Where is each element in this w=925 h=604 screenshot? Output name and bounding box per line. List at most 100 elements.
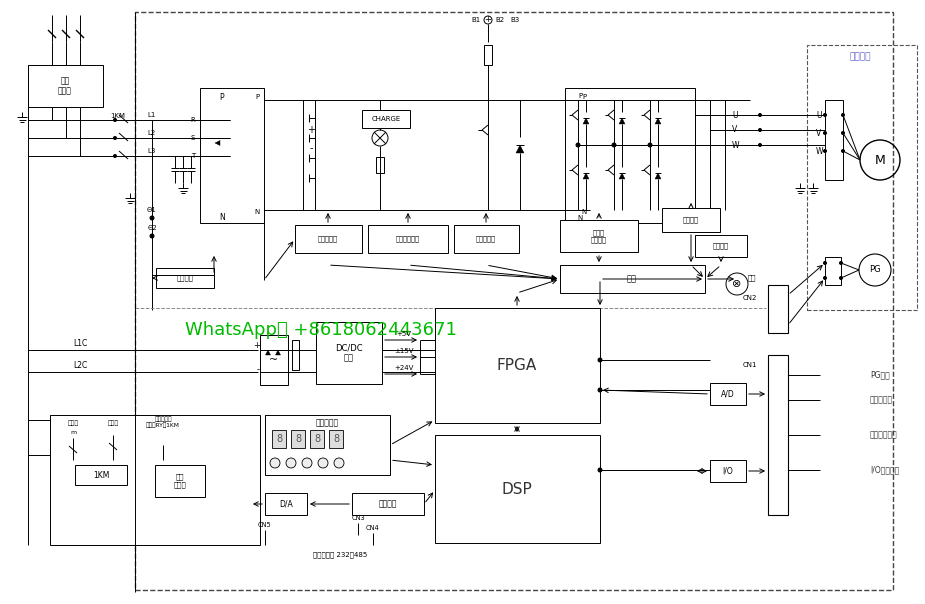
Text: 模拟量输入: 模拟量输入 <box>870 396 894 405</box>
Circle shape <box>484 16 492 24</box>
Text: I/O输入输出: I/O输入输出 <box>870 466 899 475</box>
Text: 温度检测: 温度检测 <box>683 217 699 223</box>
Bar <box>368 225 448 253</box>
Bar <box>565 88 695 223</box>
Polygon shape <box>619 118 625 124</box>
Text: N: N <box>577 215 583 221</box>
Text: U: U <box>733 111 738 120</box>
Bar <box>260 335 288 385</box>
Text: +: + <box>485 16 491 25</box>
Text: N: N <box>582 209 586 215</box>
Text: +: + <box>307 125 315 135</box>
Text: CN3: CN3 <box>352 515 364 521</box>
Text: P: P <box>582 94 586 100</box>
Text: -: - <box>257 365 260 374</box>
Bar <box>316 322 382 384</box>
Text: 风扇: 风扇 <box>747 275 757 281</box>
Bar <box>135 12 893 590</box>
Text: V: V <box>733 126 737 135</box>
Text: N: N <box>219 213 225 222</box>
Bar <box>560 220 638 252</box>
Circle shape <box>150 216 154 220</box>
Circle shape <box>840 262 843 265</box>
Text: CHARGE: CHARGE <box>371 116 401 122</box>
Text: 伺服电机: 伺服电机 <box>849 53 870 62</box>
Text: B3: B3 <box>511 17 520 23</box>
Polygon shape <box>583 118 589 124</box>
Bar <box>272 430 286 448</box>
Circle shape <box>823 150 827 152</box>
Polygon shape <box>265 350 270 355</box>
Text: M: M <box>875 153 885 167</box>
Text: DC/DC
转换: DC/DC 转换 <box>335 343 363 362</box>
Text: D/A: D/A <box>279 500 293 509</box>
Text: 模拟量输出 232、485: 模拟量输出 232、485 <box>313 551 367 558</box>
Circle shape <box>840 277 843 280</box>
Bar <box>28 65 103 107</box>
Text: P: P <box>578 93 582 99</box>
Text: L2C: L2C <box>73 362 87 370</box>
Text: B1: B1 <box>472 17 481 23</box>
Bar <box>484 45 492 65</box>
Text: 指令脉冲输入: 指令脉冲输入 <box>870 431 898 440</box>
Circle shape <box>842 150 845 152</box>
Circle shape <box>114 137 117 140</box>
Text: 电源关: 电源关 <box>68 420 79 426</box>
Text: FPGA: FPGA <box>497 358 537 373</box>
Circle shape <box>758 144 761 147</box>
Text: 电流检测: 电流检测 <box>713 243 729 249</box>
Circle shape <box>334 458 344 468</box>
Text: 通信接口: 通信接口 <box>378 500 397 509</box>
Bar <box>435 308 600 423</box>
Bar <box>265 493 307 515</box>
Circle shape <box>612 143 616 147</box>
Text: S: S <box>191 135 195 141</box>
Text: PG: PG <box>870 266 881 274</box>
Bar <box>75 465 127 485</box>
Text: WhatsApp： +8618062443671: WhatsApp： +8618062443671 <box>185 321 457 339</box>
Circle shape <box>302 458 312 468</box>
Text: W: W <box>815 147 822 155</box>
Text: m: m <box>70 431 76 435</box>
Circle shape <box>648 143 652 147</box>
Bar <box>376 157 384 173</box>
Bar <box>454 225 519 253</box>
Circle shape <box>270 458 280 468</box>
Polygon shape <box>583 173 589 179</box>
Bar <box>768 285 788 333</box>
Bar <box>768 355 788 515</box>
Text: 浪涌
抑制器: 浪涌 抑制器 <box>174 474 186 488</box>
Bar <box>362 110 410 128</box>
Text: P: P <box>255 94 259 100</box>
Text: +24V: +24V <box>394 365 413 371</box>
Text: 面板操作器: 面板操作器 <box>315 419 339 428</box>
Text: +: + <box>253 341 260 350</box>
Bar <box>435 435 600 543</box>
Text: L3: L3 <box>148 148 156 154</box>
Text: 8: 8 <box>314 434 320 444</box>
Text: 伺服警报时
开路（RY）1KM: 伺服警报时 开路（RY）1KM <box>146 416 180 428</box>
Polygon shape <box>516 145 524 153</box>
Bar <box>50 415 260 545</box>
Bar <box>155 465 205 497</box>
Bar <box>329 430 343 448</box>
Circle shape <box>598 388 602 392</box>
Circle shape <box>114 118 117 121</box>
Text: U: U <box>816 111 821 120</box>
Bar <box>310 430 324 448</box>
Text: DSP: DSP <box>501 481 533 496</box>
Circle shape <box>823 114 827 117</box>
Text: A/D: A/D <box>722 390 734 399</box>
Text: 1KM: 1KM <box>110 113 126 119</box>
Bar <box>695 235 747 257</box>
Bar <box>710 460 746 482</box>
Text: 1KM: 1KM <box>92 471 109 480</box>
Polygon shape <box>655 118 661 124</box>
Text: 缺相检测: 缺相检测 <box>177 275 193 281</box>
Text: -: - <box>309 143 313 153</box>
Circle shape <box>114 155 117 158</box>
Circle shape <box>842 114 845 117</box>
Circle shape <box>576 143 580 147</box>
Text: V: V <box>817 129 821 138</box>
Text: L1C: L1C <box>73 339 87 349</box>
